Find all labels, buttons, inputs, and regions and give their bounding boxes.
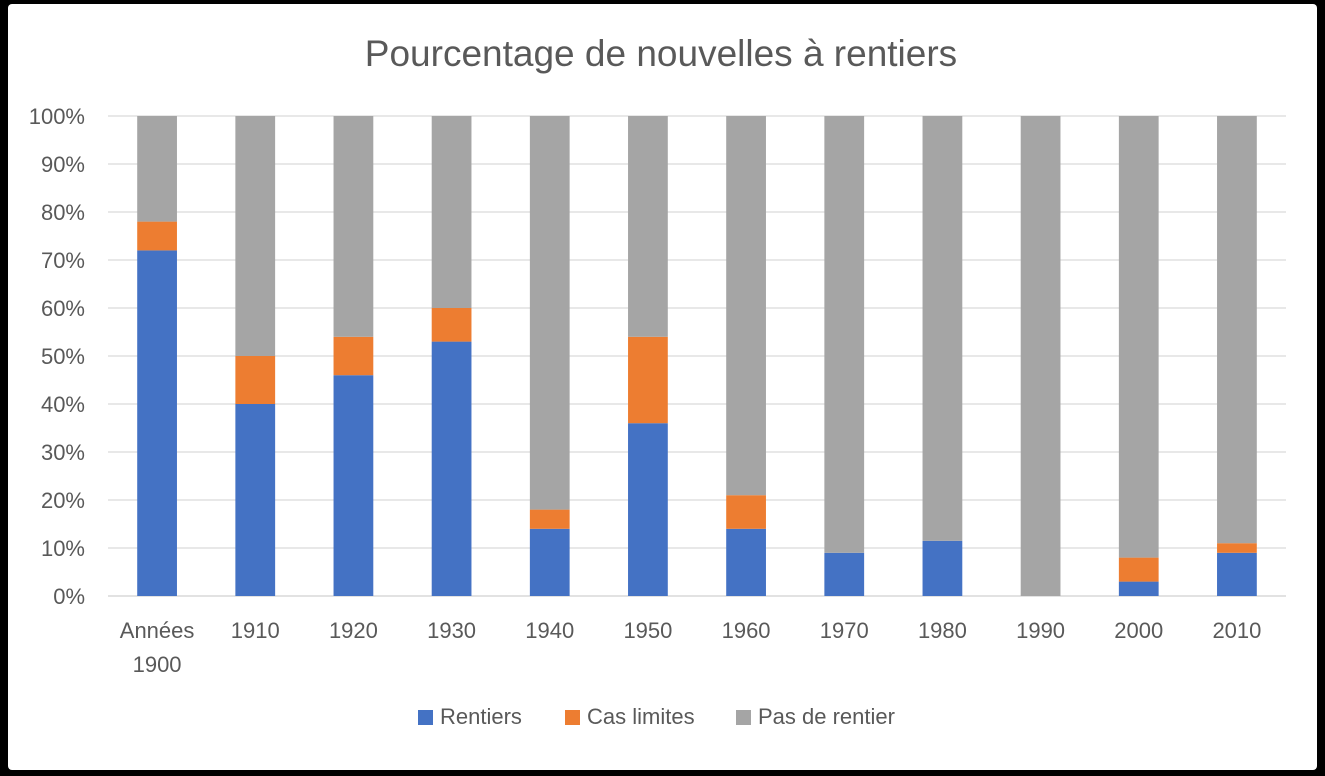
bar-segment-cas-limites (333, 336, 374, 376)
bar-segment-pas-de-rentier (137, 116, 177, 222)
bar-segment-rentiers (726, 528, 766, 596)
y-tick-label: 50% (41, 344, 85, 369)
bar-segment-rentiers (1118, 581, 1159, 596)
y-tick-label: 80% (41, 200, 85, 225)
bar-segment-cas-limites (529, 509, 570, 529)
chart-title: Pourcentage de nouvelles à rentiers (365, 33, 957, 74)
bar-segment-pas-de-rentier (1118, 116, 1159, 558)
bar-segment-rentiers (431, 341, 472, 596)
legend-label: Cas limites (587, 704, 695, 729)
bar-segment-pas-de-rentier (628, 116, 668, 337)
bar-segment-pas-de-rentier (431, 116, 472, 308)
x-tick-label: 1950 (623, 618, 672, 643)
bar-segment-cas-limites (1118, 557, 1159, 582)
x-tick-label: 1960 (722, 618, 771, 643)
x-tick-label: 2000 (1114, 618, 1163, 643)
bar-segment-pas-de-rentier (529, 116, 570, 510)
bar-segment-pas-de-rentier (1020, 116, 1061, 596)
y-tick-label: 90% (41, 152, 85, 177)
bar-segment-rentiers (824, 552, 865, 596)
y-tick-label: 70% (41, 248, 85, 273)
y-tick-label: 40% (41, 392, 85, 417)
bars (137, 116, 1257, 596)
bar-segment-pas-de-rentier (824, 116, 865, 553)
legend-swatch (736, 710, 751, 725)
x-tick-label: 1990 (1016, 618, 1065, 643)
bar-segment-cas-limites (726, 495, 766, 529)
chart-frame: Pourcentage de nouvelles à rentiers 0% 10… (8, 4, 1317, 770)
x-tick-label: 1910 (231, 618, 280, 643)
bar-segment-cas-limites (1217, 543, 1257, 553)
x-tick-label: 1980 (918, 618, 967, 643)
bar-segment-pas-de-rentier (235, 116, 276, 356)
bar-segment-pas-de-rentier (726, 116, 766, 496)
x-tick-label: 1930 (427, 618, 476, 643)
bar-segment-cas-limites (628, 336, 668, 424)
bar-segment-rentiers (922, 540, 963, 596)
y-tick-label: 30% (41, 440, 85, 465)
x-tick-label: Années 1900 (120, 618, 195, 677)
bar-segment-rentiers (529, 528, 570, 596)
bar-segment-pas-de-rentier (333, 116, 374, 337)
y-tick-label: 10% (41, 536, 85, 561)
y-axis-ticks: 0% 10% 20% 30% 40% 50% 60% 70% 80% 90% 100% (29, 104, 85, 609)
bar-segment-rentiers (628, 423, 668, 596)
bar-segment-rentiers (1217, 552, 1257, 596)
bar-segment-pas-de-rentier (922, 116, 963, 541)
legend-label: Pas de rentier (758, 704, 895, 729)
bar-segment-cas-limites (431, 308, 472, 342)
bar-segment-pas-de-rentier (1217, 116, 1257, 544)
chart: Pourcentage de nouvelles à rentiers 0% 10… (29, 33, 1286, 729)
x-axis-ticks: Années 1900 1910 1920 1930 1940 1950 1960 1970 19… (120, 618, 1262, 677)
y-tick-label: 0% (53, 584, 85, 609)
bar-segment-rentiers (235, 404, 276, 596)
bar-segment-cas-limites (235, 356, 276, 404)
x-tick-label: 1970 (820, 618, 869, 643)
legend-label: Rentiers (440, 704, 522, 729)
y-tick-label: 60% (41, 296, 85, 321)
bar-segment-rentiers (137, 250, 177, 596)
legend-swatch (418, 710, 433, 725)
x-tick-label: 1920 (329, 618, 378, 643)
x-tick-label: 1940 (525, 618, 574, 643)
y-tick-label: 20% (41, 488, 85, 513)
legend: Rentiers Cas limites Pas de rentier (418, 704, 895, 729)
x-tick-label: 2010 (1212, 618, 1261, 643)
y-tick-label: 100% (29, 104, 85, 129)
bar-segment-cas-limites (137, 221, 177, 251)
legend-swatch (565, 710, 580, 725)
bar-segment-rentiers (333, 375, 374, 596)
gridlines (108, 115, 1286, 597)
